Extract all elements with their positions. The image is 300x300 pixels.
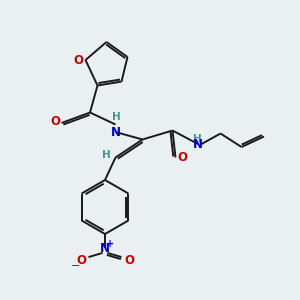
Text: O: O: [74, 53, 84, 67]
Text: H: H: [193, 134, 202, 144]
Text: H: H: [101, 150, 110, 160]
Text: +: +: [106, 239, 115, 249]
Text: −: −: [71, 261, 81, 271]
Text: N: N: [192, 137, 203, 151]
Text: O: O: [50, 115, 60, 128]
Text: H: H: [112, 112, 121, 122]
Text: N: N: [100, 242, 110, 256]
Text: O: O: [76, 254, 86, 267]
Text: O: O: [177, 151, 187, 164]
Text: N: N: [111, 126, 121, 139]
Text: O: O: [124, 254, 134, 267]
